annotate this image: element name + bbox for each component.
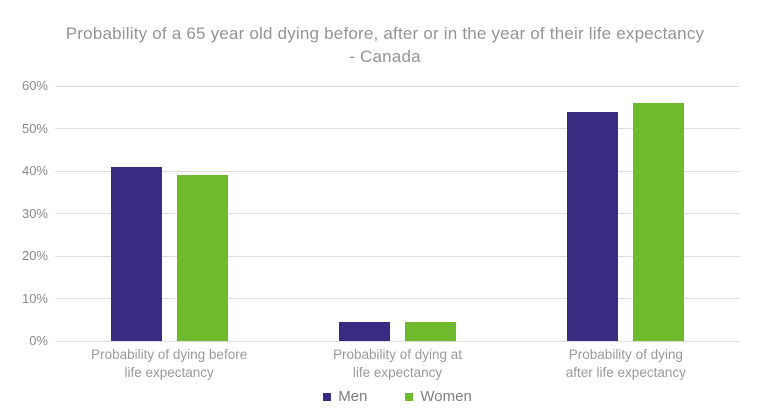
bar-group-0 (55, 166, 283, 341)
legend-swatch-men (323, 392, 332, 401)
chart-title-line2: - Canada (349, 47, 421, 66)
legend-label-men: Men (338, 388, 368, 405)
bar-group-2 (512, 103, 740, 341)
category-label-2-line2: after life expectancy (565, 365, 686, 380)
chart-title-line1: Probability of a 65 year old dying befor… (65, 24, 705, 43)
gridline-30% (55, 213, 740, 214)
gridline-40% (55, 170, 740, 172)
category-label-1: Probability of dying at life expectancy (283, 346, 511, 382)
gridline-20% (55, 255, 740, 257)
chart-title: Probability of a 65 year old dying befor… (0, 22, 770, 68)
y-tick-label-20%: 20% (21, 248, 48, 263)
category-label-0-line2: life expectancy (124, 365, 214, 380)
legend-item-women: Women (405, 388, 472, 405)
plot-area (55, 85, 740, 342)
category-label-2: Probability of dying after life expectanc… (512, 346, 740, 382)
bar-men-0 (110, 166, 162, 341)
category-label-2-line1: Probability of dying (568, 347, 683, 362)
bar-women-0 (176, 175, 228, 341)
bar-men-2 (567, 111, 619, 341)
y-tick-label-10%: 10% (21, 290, 48, 306)
gridline-10% (55, 298, 740, 299)
y-tick-label-60%: 60% (21, 78, 48, 93)
legend-swatch-women (405, 392, 414, 401)
bar-women-1 (404, 321, 456, 341)
bar-women-2 (633, 103, 685, 341)
gridline-50% (55, 128, 740, 129)
legend-item-men: Men (323, 388, 367, 405)
category-label-1-line1: Probability of dying at (332, 347, 463, 362)
y-tick-label-40%: 40% (21, 163, 48, 178)
legend: Men Women (55, 388, 740, 405)
category-label-0: Probability of dying before life expectan… (55, 346, 283, 382)
category-label-0-line1: Probability of dying before (91, 347, 248, 362)
legend-label-women: Women (420, 388, 472, 405)
y-tick-label-50%: 50% (21, 120, 48, 136)
gridline-0% (55, 340, 740, 342)
y-tick-label-0%: 0% (29, 333, 48, 348)
gridline-60% (55, 85, 740, 87)
bar-men-1 (338, 321, 390, 341)
category-label-1-line2: life expectancy (352, 365, 443, 380)
y-tick-label-30%: 30% (21, 205, 48, 221)
bar-group-1 (283, 321, 511, 341)
